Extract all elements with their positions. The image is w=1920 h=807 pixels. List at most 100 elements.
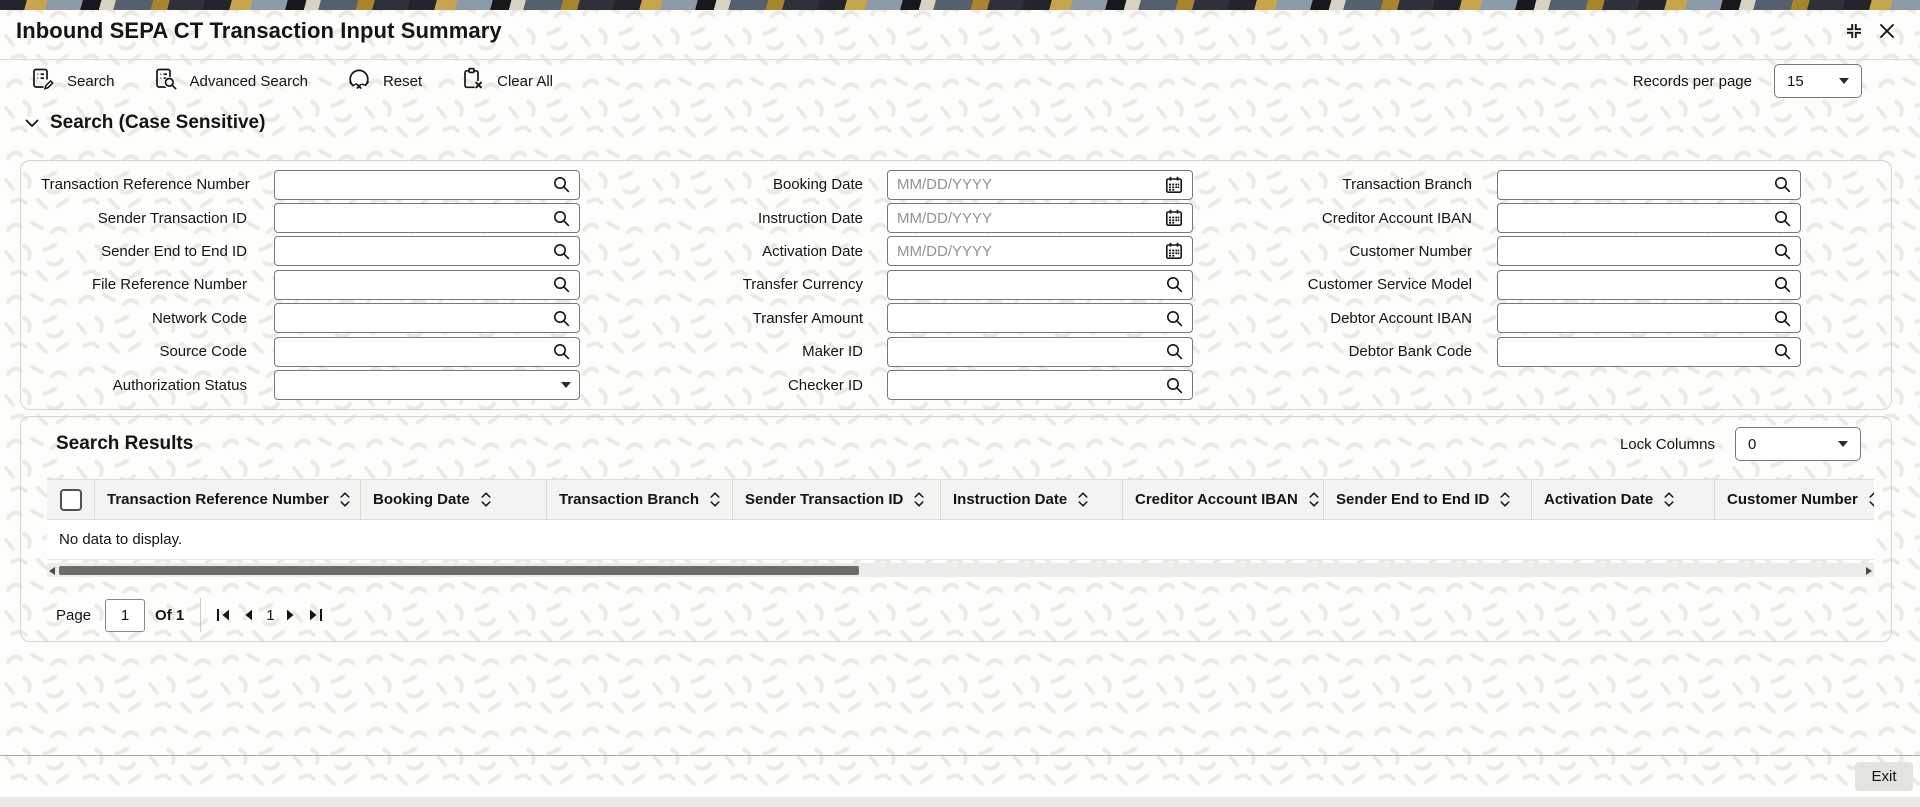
search-icon[interactable]	[1165, 376, 1184, 395]
reset-button[interactable]: Reset	[346, 66, 422, 96]
booking-date-input[interactable]	[897, 176, 1164, 194]
search-icon[interactable]	[552, 342, 571, 361]
page-number-input[interactable]	[105, 598, 146, 632]
search-icon[interactable]	[1773, 175, 1792, 194]
activation-date-input[interactable]	[897, 242, 1164, 260]
select-all-checkbox[interactable]	[59, 488, 82, 511]
current-page-number[interactable]: 1	[266, 606, 275, 624]
advanced-search-button[interactable]: Advanced Search	[153, 66, 308, 96]
search-icon[interactable]	[1773, 309, 1792, 328]
source-code-input[interactable]	[284, 343, 552, 361]
sender-end-to-end-id-input[interactable]	[284, 242, 552, 260]
previous-page-icon[interactable]	[242, 607, 254, 623]
search-icon[interactable]	[552, 275, 571, 294]
network-code-input[interactable]	[284, 309, 552, 327]
search-icon[interactable]	[1773, 242, 1792, 261]
search-panel: Transaction Reference Number Sender Trans…	[20, 160, 1892, 410]
sort-icon[interactable]	[709, 490, 721, 509]
horizontal-scrollbar[interactable]	[47, 563, 1874, 577]
sender-transaction-id-input[interactable]	[284, 209, 552, 227]
search-icon[interactable]	[1165, 275, 1184, 294]
page-title: Inbound SEPA CT Transaction Input Summar…	[16, 18, 502, 43]
sender-end-to-end-id-label: Sender End to End ID	[101, 242, 247, 260]
records-per-page-select[interactable]: 15	[1774, 64, 1862, 98]
column-header-booking-date[interactable]: Booking Date	[360, 480, 546, 519]
toolbar: Search Advanced Search	[0, 61, 1920, 101]
pagination: Page Of 1 1	[56, 595, 334, 635]
column-header-sender-end-to-end-id[interactable]: Sender End to End ID	[1323, 480, 1531, 519]
transaction-branch-fieldbox	[1497, 169, 1801, 200]
search-icon[interactable]	[1773, 275, 1792, 294]
sort-icon[interactable]	[913, 490, 925, 509]
column-header-label: Customer Number	[1727, 491, 1858, 508]
records-per-page-label: Records per page	[1632, 72, 1752, 90]
maker-id-input[interactable]	[897, 343, 1165, 361]
transfer-amount-input[interactable]	[897, 309, 1165, 327]
column-header-sender-transaction-id[interactable]: Sender Transaction ID	[732, 480, 940, 519]
search-icon[interactable]	[1773, 209, 1792, 228]
first-page-icon[interactable]	[215, 607, 232, 623]
column-header-customer-number[interactable]: Customer Number	[1714, 480, 1874, 519]
sort-icon[interactable]	[1077, 490, 1089, 509]
transaction-branch-input[interactable]	[1507, 176, 1773, 194]
restore-window-icon[interactable]	[1844, 21, 1864, 41]
creditor-account-iban-input[interactable]	[1507, 209, 1773, 227]
customer-service-model-input[interactable]	[1507, 276, 1773, 294]
column-header-creditor-account-iban[interactable]: Creditor Account IBAN	[1122, 480, 1323, 519]
sort-icon[interactable]	[480, 490, 492, 509]
search-icon[interactable]	[1165, 309, 1184, 328]
search-icon[interactable]	[1773, 342, 1792, 361]
decorative-banner	[0, 0, 1920, 10]
instruction-date-input[interactable]	[897, 209, 1164, 227]
results-title: Search Results	[56, 433, 194, 454]
lock-columns-select[interactable]: 0	[1735, 427, 1861, 461]
sort-icon[interactable]	[1308, 490, 1320, 509]
sort-icon[interactable]	[1499, 490, 1511, 509]
search-icon[interactable]	[552, 209, 571, 228]
transaction-reference-number-label: Transaction Reference Number	[41, 176, 250, 194]
scroll-right-arrow-icon[interactable]	[1866, 566, 1872, 575]
field-row: Customer Service Model	[1281, 268, 1801, 301]
search-icon[interactable]	[1165, 342, 1184, 361]
scrollbar-thumb[interactable]	[59, 565, 859, 575]
last-page-icon[interactable]	[307, 607, 324, 623]
clear-all-button[interactable]: Clear All	[460, 66, 553, 96]
instruction-date-fieldbox	[887, 203, 1193, 234]
field-row: Booking Date	[681, 168, 1193, 201]
scroll-left-arrow-icon[interactable]	[49, 566, 55, 575]
close-icon[interactable]	[1878, 22, 1896, 40]
transaction-reference-number-input[interactable]	[284, 176, 552, 194]
sort-icon[interactable]	[1663, 490, 1675, 509]
debtor-account-iban-input[interactable]	[1507, 309, 1773, 327]
search-icon[interactable]	[552, 175, 571, 194]
debtor-account-iban-fieldbox	[1497, 303, 1801, 334]
collapse-chevron-icon[interactable]	[25, 119, 39, 128]
calendar-icon[interactable]	[1164, 175, 1184, 195]
calendar-icon[interactable]	[1164, 208, 1184, 228]
column-header-transaction-reference-number[interactable]: Transaction Reference Number	[94, 480, 360, 519]
search-icon[interactable]	[552, 242, 571, 261]
file-reference-number-input[interactable]	[284, 276, 552, 294]
debtor-bank-code-input[interactable]	[1507, 343, 1773, 361]
search-icon[interactable]	[552, 309, 571, 328]
reset-icon	[346, 66, 372, 96]
search-fields-column-1: Transaction Reference Number Sender Trans…	[41, 168, 580, 402]
authorization-status-select[interactable]	[274, 370, 580, 401]
column-header-activation-date[interactable]: Activation Date	[1531, 480, 1714, 519]
exit-button[interactable]: Exit	[1855, 762, 1913, 791]
field-row: Transaction Branch	[1281, 168, 1801, 201]
column-header-label: Transaction Branch	[559, 491, 700, 508]
column-header-instruction-date[interactable]: Instruction Date	[940, 480, 1122, 519]
sort-icon[interactable]	[1868, 490, 1874, 509]
sender-transaction-id-label: Sender Transaction ID	[97, 209, 247, 227]
column-header-transaction-branch[interactable]: Transaction Branch	[546, 480, 732, 519]
transfer-currency-input[interactable]	[897, 276, 1165, 294]
checker-id-input[interactable]	[897, 376, 1165, 394]
calendar-icon[interactable]	[1164, 241, 1184, 261]
next-page-icon[interactable]	[285, 607, 297, 623]
sort-icon[interactable]	[339, 490, 351, 509]
field-row: Transaction Reference Number	[41, 168, 580, 201]
customer-number-input[interactable]	[1507, 242, 1773, 260]
search-button[interactable]: Search	[30, 66, 115, 96]
